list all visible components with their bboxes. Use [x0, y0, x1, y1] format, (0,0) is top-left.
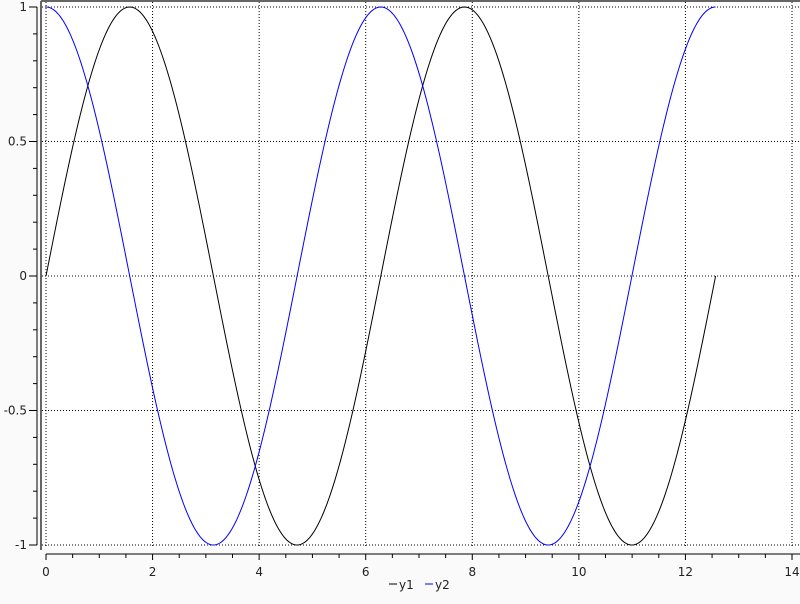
x-tick-label: 2 [149, 565, 157, 579]
grid [42, 2, 800, 548]
legend-label-y1: y1 [399, 578, 414, 592]
axes: 0 2 4 6 8 10 12 14 -1 -0.5 0 0.5 1 [4, 0, 800, 579]
y-tick-label: 0 [19, 269, 27, 283]
y-tick-label: -0.5 [4, 404, 27, 418]
x-tick-label: 14 [784, 565, 799, 579]
legend: y1 y2 [389, 578, 450, 592]
x-tick-label: 10 [571, 565, 586, 579]
y-tick-label: 1 [19, 0, 27, 14]
series-line-y2 [45, 6, 716, 546]
x-tick-label: 12 [678, 565, 693, 579]
plot-area [42, 2, 800, 548]
x-tick-label: 0 [42, 565, 50, 579]
x-tick-label: 4 [255, 565, 263, 579]
y-tick-label: -1 [15, 538, 27, 552]
x-tick-label: 8 [468, 565, 476, 579]
legend-label-y2: y2 [435, 578, 450, 592]
x-tick-label: 6 [362, 565, 370, 579]
y-tick-label: 0.5 [8, 135, 27, 149]
series-lines [45, 6, 717, 546]
series-line-y1 [45, 6, 717, 546]
